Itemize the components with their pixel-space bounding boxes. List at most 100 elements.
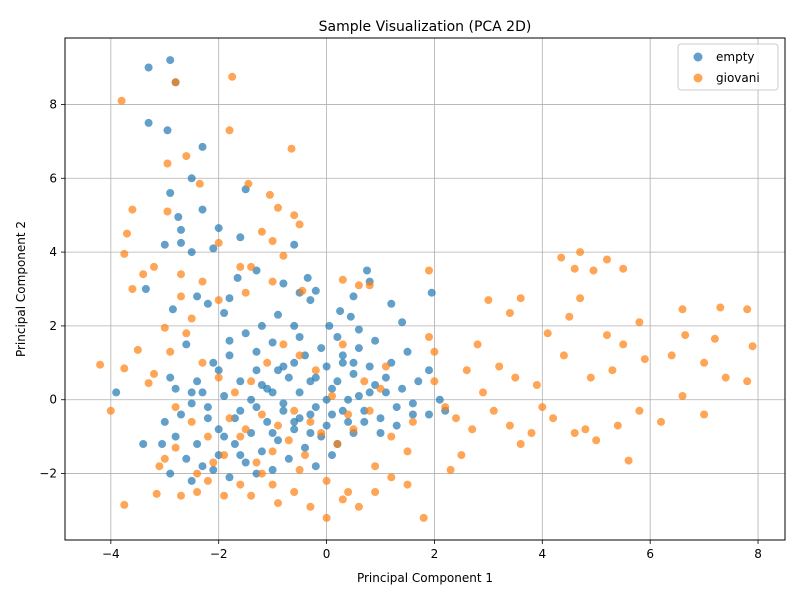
data-point bbox=[333, 333, 342, 341]
data-point bbox=[182, 329, 191, 338]
data-point bbox=[290, 417, 299, 426]
data-point bbox=[236, 480, 245, 489]
data-point bbox=[220, 491, 229, 500]
data-point bbox=[527, 429, 536, 437]
data-point bbox=[403, 480, 412, 489]
data-point bbox=[177, 292, 185, 301]
data-point bbox=[336, 307, 345, 316]
data-point bbox=[163, 207, 172, 216]
data-point bbox=[252, 366, 261, 375]
legend-marker bbox=[693, 52, 703, 62]
data-point bbox=[344, 488, 353, 496]
data-point bbox=[576, 248, 585, 257]
data-point bbox=[209, 358, 218, 367]
data-point bbox=[236, 262, 245, 271]
data-point bbox=[403, 447, 412, 456]
data-point bbox=[182, 454, 191, 463]
data-point bbox=[657, 417, 665, 426]
data-point bbox=[468, 425, 477, 434]
data-point bbox=[349, 425, 358, 434]
data-point bbox=[214, 373, 223, 382]
data-point bbox=[241, 458, 250, 467]
data-point bbox=[743, 305, 752, 314]
data-point bbox=[700, 358, 709, 367]
data-point bbox=[290, 211, 299, 220]
data-point bbox=[306, 429, 315, 437]
legend-label: empty bbox=[716, 50, 755, 64]
data-point bbox=[187, 174, 196, 183]
data-point bbox=[144, 63, 153, 72]
data-point bbox=[274, 436, 282, 445]
x-tick-label: 8 bbox=[754, 547, 762, 561]
data-point bbox=[257, 227, 266, 236]
data-point bbox=[365, 281, 374, 290]
data-point bbox=[441, 403, 450, 412]
x-tick-label: 4 bbox=[538, 547, 546, 561]
data-point bbox=[279, 399, 288, 408]
data-point bbox=[236, 451, 245, 460]
data-point bbox=[187, 417, 196, 426]
data-point bbox=[354, 502, 363, 511]
data-point bbox=[252, 403, 261, 412]
legend-label: giovani bbox=[716, 71, 760, 85]
data-point bbox=[166, 189, 175, 197]
data-point bbox=[354, 325, 363, 334]
data-point bbox=[214, 366, 223, 375]
data-point bbox=[408, 417, 417, 426]
data-point bbox=[371, 462, 380, 471]
data-point bbox=[387, 432, 396, 441]
data-point bbox=[198, 358, 207, 367]
data-point bbox=[344, 410, 353, 419]
data-point bbox=[333, 440, 342, 448]
data-point bbox=[435, 395, 444, 404]
data-point bbox=[177, 225, 185, 234]
data-point bbox=[354, 392, 363, 400]
data-point bbox=[279, 251, 288, 260]
data-point bbox=[371, 488, 380, 496]
data-point bbox=[279, 406, 288, 415]
y-tick-label: 2 bbox=[49, 319, 57, 333]
data-point bbox=[290, 488, 299, 496]
data-point bbox=[387, 473, 396, 482]
legend: empty giovani bbox=[677, 43, 779, 91]
data-point bbox=[306, 296, 315, 305]
data-point bbox=[220, 451, 229, 460]
data-point bbox=[106, 406, 115, 415]
data-point bbox=[640, 355, 649, 364]
data-point bbox=[425, 410, 433, 419]
x-tick-label: 0 bbox=[323, 547, 331, 561]
data-point bbox=[667, 351, 676, 360]
data-point bbox=[505, 421, 514, 430]
data-point bbox=[247, 262, 256, 271]
data-point bbox=[225, 351, 234, 360]
data-point bbox=[613, 421, 622, 430]
data-point bbox=[301, 451, 309, 460]
data-point bbox=[371, 336, 380, 345]
legend-box bbox=[677, 43, 779, 91]
data-point bbox=[338, 275, 347, 284]
data-point bbox=[311, 286, 320, 295]
data-point bbox=[120, 249, 129, 258]
data-point bbox=[328, 392, 336, 400]
data-point bbox=[360, 377, 369, 386]
data-point bbox=[376, 414, 385, 423]
data-point bbox=[252, 347, 261, 356]
data-point bbox=[381, 373, 390, 382]
data-point bbox=[225, 126, 234, 135]
data-point bbox=[290, 358, 299, 367]
data-point bbox=[241, 329, 250, 338]
data-point bbox=[295, 465, 304, 474]
x-tick-label: −4 bbox=[102, 547, 120, 561]
data-point bbox=[257, 469, 266, 478]
data-point bbox=[338, 340, 347, 349]
data-point bbox=[710, 334, 719, 343]
x-tick-label: 6 bbox=[646, 547, 654, 561]
data-point bbox=[349, 369, 358, 378]
data-point bbox=[163, 126, 172, 135]
data-point bbox=[225, 294, 234, 303]
data-point bbox=[295, 388, 304, 397]
data-point bbox=[328, 384, 336, 393]
data-point bbox=[589, 266, 598, 275]
data-point bbox=[268, 277, 277, 286]
data-point bbox=[425, 366, 433, 375]
